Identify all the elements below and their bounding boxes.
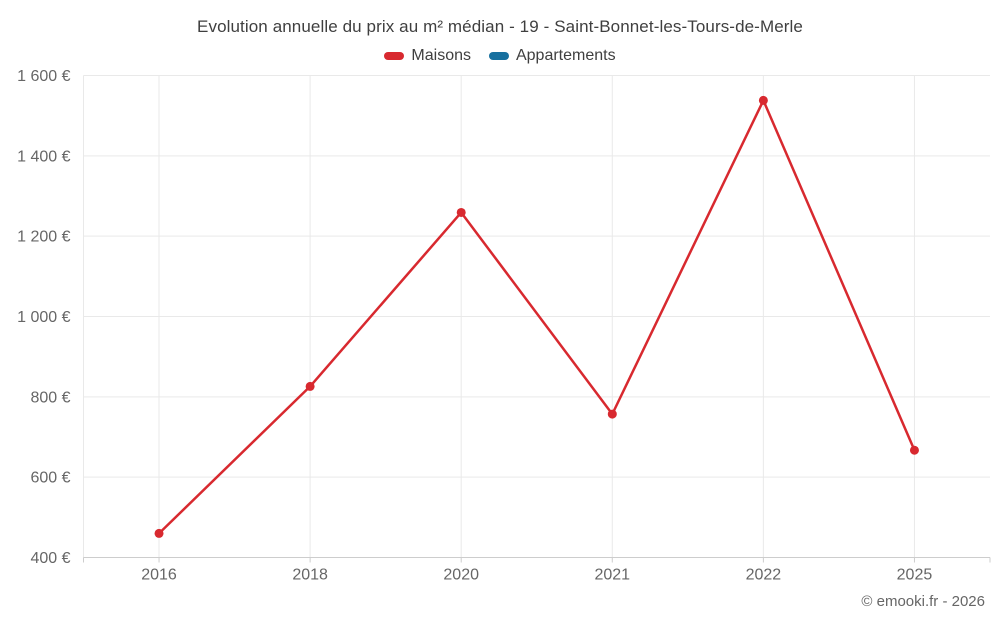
svg-text:600 €: 600 € xyxy=(30,470,70,487)
data-point-2021[interactable] xyxy=(607,409,617,419)
svg-text:1 600 €: 1 600 € xyxy=(17,68,70,85)
gridlines xyxy=(83,75,990,558)
x-axis-labels: 2016 2018 2020 2021 2022 2025 xyxy=(141,567,932,584)
legend-label-appartements: Appartements xyxy=(515,47,616,64)
svg-text:2025: 2025 xyxy=(897,567,933,584)
svg-text:2016: 2016 xyxy=(141,567,177,584)
chart-legend: Maisons Appartements xyxy=(0,45,1000,67)
svg-text:400 €: 400 € xyxy=(30,550,70,567)
legend-item-appartements[interactable]: Appartements xyxy=(488,47,616,65)
svg-text:2018: 2018 xyxy=(292,567,328,584)
svg-text:1 000 €: 1 000 € xyxy=(17,309,70,326)
copyright-watermark: © emooki.fr - 2026 xyxy=(861,593,985,610)
appartements-series-marker-icon xyxy=(488,52,509,60)
data-point-2020[interactable] xyxy=(456,207,466,217)
svg-text:2021: 2021 xyxy=(594,567,630,584)
maisons-line xyxy=(157,99,916,535)
y-axis-labels: 400 € 600 € 800 € 1 000 € 1 200 € 1 400 € 1 60… xyxy=(17,68,70,567)
svg-text:1 200 €: 1 200 € xyxy=(17,229,70,246)
svg-text:1 400 €: 1 400 € xyxy=(17,148,70,165)
data-point-2018[interactable] xyxy=(305,381,315,391)
svg-text:800 €: 800 € xyxy=(30,389,70,406)
legend-label-maisons: Maisons xyxy=(411,47,471,64)
series-maisons xyxy=(154,95,919,538)
data-point-2016[interactable] xyxy=(154,528,164,538)
data-point-2022[interactable] xyxy=(758,95,768,105)
data-point-2025[interactable] xyxy=(909,445,919,455)
svg-text:2022: 2022 xyxy=(746,567,782,584)
x-axis xyxy=(83,557,991,563)
chart-title: Evolution annuelle du prix au m² médian … xyxy=(197,17,803,36)
svg-text:2020: 2020 xyxy=(443,567,479,584)
legend-item-maisons[interactable]: Maisons xyxy=(384,47,471,65)
maisons-series-marker-icon xyxy=(384,52,405,60)
